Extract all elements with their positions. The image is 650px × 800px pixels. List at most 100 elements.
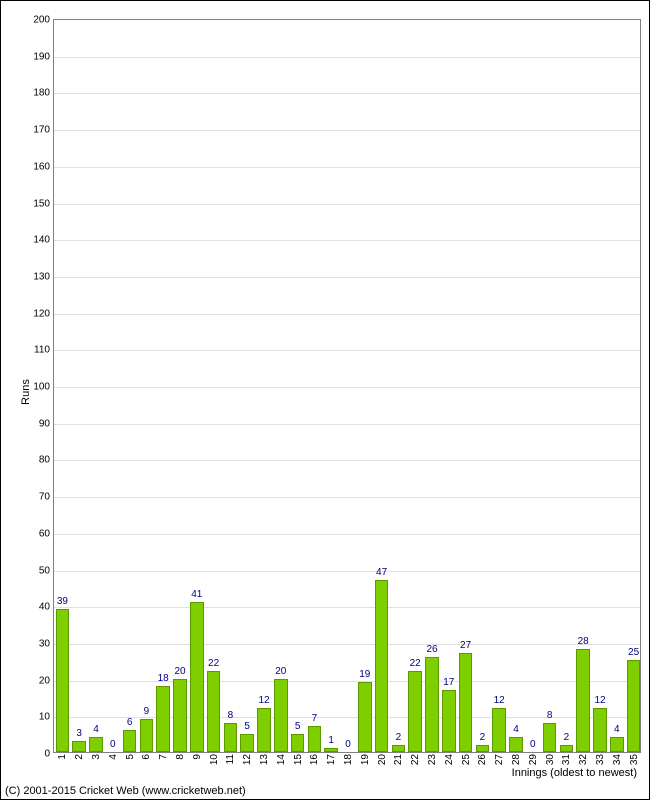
bar xyxy=(442,690,456,752)
gridline xyxy=(54,93,640,94)
bar-value-label: 2 xyxy=(480,732,486,743)
gridline xyxy=(54,607,640,608)
bar xyxy=(375,580,389,752)
bar-value-label: 8 xyxy=(228,710,234,721)
y-tick-label: 170 xyxy=(33,125,50,136)
y-tick-label: 60 xyxy=(39,528,50,539)
bar-value-label: 4 xyxy=(93,724,99,735)
bar-value-label: 4 xyxy=(614,724,620,735)
bar xyxy=(324,748,338,752)
copyright-text: (C) 2001-2015 Cricket Web (www.cricketwe… xyxy=(5,785,246,797)
x-tick-label: 16 xyxy=(309,754,320,765)
bar-value-label: 22 xyxy=(208,658,219,669)
bar-value-label: 12 xyxy=(494,695,505,706)
gridline xyxy=(54,314,640,315)
x-tick-label: 3 xyxy=(91,754,102,760)
x-tick-label: 2 xyxy=(74,754,85,760)
bar xyxy=(308,726,322,752)
bar-value-label: 0 xyxy=(110,739,116,750)
bar xyxy=(509,737,523,752)
x-tick-label: 33 xyxy=(595,754,606,765)
bar xyxy=(56,609,70,752)
bar xyxy=(593,708,607,752)
y-tick-label: 10 xyxy=(39,712,50,723)
x-tick-label: 25 xyxy=(461,754,472,765)
bar-value-label: 26 xyxy=(426,644,437,655)
y-tick-label: 30 xyxy=(39,638,50,649)
bar xyxy=(492,708,506,752)
bar-value-label: 6 xyxy=(127,717,133,728)
x-tick-label: 5 xyxy=(125,754,136,760)
bar xyxy=(560,745,574,752)
gridline xyxy=(54,534,640,535)
bar xyxy=(358,682,372,752)
bar-value-label: 4 xyxy=(513,724,519,735)
bar-value-label: 5 xyxy=(244,721,250,732)
bar-value-label: 1 xyxy=(328,735,334,746)
bar-value-label: 27 xyxy=(460,640,471,651)
x-tick-label: 10 xyxy=(209,754,220,765)
gridline xyxy=(54,424,640,425)
bar-value-label: 28 xyxy=(578,636,589,647)
gridline xyxy=(54,644,640,645)
bar xyxy=(459,653,473,752)
bar-value-label: 5 xyxy=(295,721,301,732)
gridline xyxy=(54,57,640,58)
x-tick-label: 6 xyxy=(141,754,152,760)
x-tick-label: 14 xyxy=(276,754,287,765)
bar xyxy=(240,734,254,752)
bar-value-label: 2 xyxy=(396,732,402,743)
bar xyxy=(425,657,439,752)
bar xyxy=(576,649,590,752)
gridline xyxy=(54,571,640,572)
x-tick-label: 21 xyxy=(393,754,404,765)
y-tick-label: 0 xyxy=(44,749,50,760)
y-tick-label: 110 xyxy=(34,345,50,356)
y-tick-label: 190 xyxy=(33,51,50,62)
x-tick-label: 15 xyxy=(293,754,304,765)
gridline xyxy=(54,240,640,241)
bar-value-label: 9 xyxy=(144,706,150,717)
x-tick-label: 32 xyxy=(578,754,589,765)
x-tick-label: 26 xyxy=(477,754,488,765)
x-tick-label: 24 xyxy=(444,754,455,765)
x-tick-label: 29 xyxy=(528,754,539,765)
bar-value-label: 0 xyxy=(530,739,536,750)
x-tick-label: 35 xyxy=(629,754,640,765)
bar xyxy=(224,723,238,752)
bar-value-label: 18 xyxy=(158,673,169,684)
x-tick-label: 20 xyxy=(377,754,388,765)
x-tick-label: 28 xyxy=(511,754,522,765)
bar-value-label: 39 xyxy=(57,596,68,607)
bar xyxy=(392,745,406,752)
plot-area: 0102030405060708090100110120130140150160… xyxy=(53,19,641,753)
bar xyxy=(207,671,221,752)
bar-value-label: 3 xyxy=(76,728,82,739)
bar-value-label: 12 xyxy=(594,695,605,706)
bar xyxy=(190,602,204,752)
bar-value-label: 7 xyxy=(312,713,318,724)
bar-value-label: 25 xyxy=(628,647,639,658)
chart-container: 0102030405060708090100110120130140150160… xyxy=(0,0,650,800)
y-tick-label: 180 xyxy=(33,88,50,99)
bar xyxy=(257,708,271,752)
y-tick-label: 70 xyxy=(39,492,50,503)
x-tick-label: 23 xyxy=(427,754,438,765)
gridline xyxy=(54,497,640,498)
x-tick-label: 19 xyxy=(360,754,371,765)
gridline xyxy=(54,681,640,682)
gridline xyxy=(54,387,640,388)
y-tick-label: 160 xyxy=(33,161,50,172)
bar-value-label: 0 xyxy=(345,739,351,750)
gridline xyxy=(54,460,640,461)
x-tick-label: 4 xyxy=(108,754,119,760)
gridline xyxy=(54,204,640,205)
y-tick-label: 100 xyxy=(33,382,50,393)
x-tick-label: 11 xyxy=(225,754,236,764)
y-tick-label: 130 xyxy=(33,271,50,282)
bar xyxy=(72,741,86,752)
bar-value-label: 12 xyxy=(258,695,269,706)
bar xyxy=(476,745,490,752)
bar xyxy=(156,686,170,752)
y-tick-label: 150 xyxy=(33,198,50,209)
